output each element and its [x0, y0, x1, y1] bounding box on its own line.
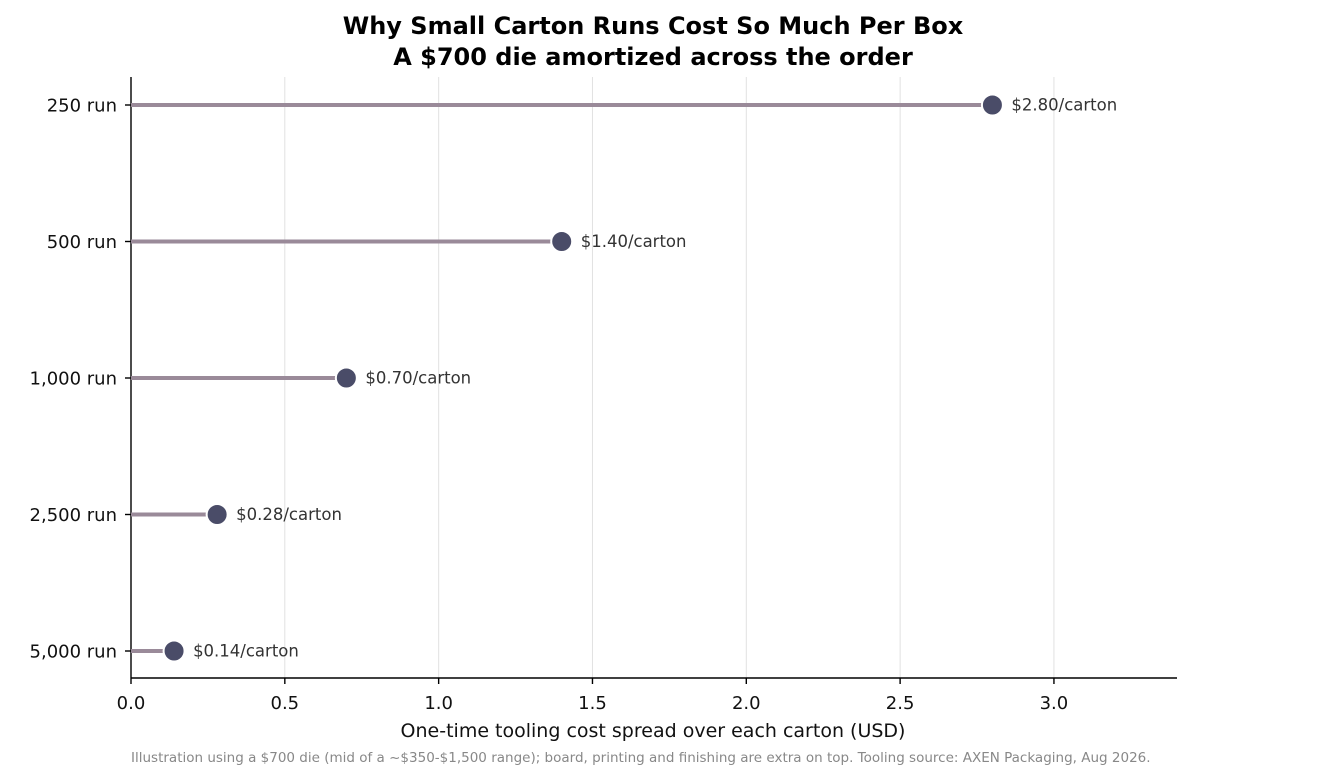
- grid-lines: [284, 77, 1055, 678]
- footnote: Illustration using a $700 die (mid of a …: [131, 750, 1151, 766]
- y-tick-label: 250 run: [47, 96, 117, 117]
- data-label: $0.28/carton: [236, 505, 342, 524]
- x-tick-label: 1.5: [578, 693, 607, 714]
- data-label: $1.40/carton: [581, 232, 687, 251]
- data-label: $0.14/carton: [193, 642, 299, 661]
- x-tick-label: 0.0: [117, 693, 146, 714]
- data-label: $0.70/carton: [365, 369, 471, 388]
- data-marks: $2.80/carton $1.40/carton $0.70/carton $0.2…: [131, 93, 1117, 663]
- chart-subtitle: A $700 die amortized across the order: [393, 43, 913, 71]
- x-tick-label: 0.5: [271, 693, 300, 714]
- lollipop-dot: [205, 503, 229, 526]
- data-label: $2.80/carton: [1011, 96, 1117, 115]
- x-axis-label: One-time tooling cost spread over each c…: [401, 720, 906, 742]
- x-tick-label: 2.5: [886, 693, 915, 714]
- x-tick-label: 3.0: [1040, 693, 1069, 714]
- lollipop-dot: [334, 366, 358, 390]
- y-tick-label: 5,000 run: [30, 642, 117, 663]
- y-tick-label: 2,500 run: [30, 505, 117, 526]
- lollipop-dot: [980, 93, 1004, 117]
- lollipop-dot: [162, 639, 186, 663]
- x-tick-label: 2.0: [732, 693, 761, 714]
- y-tick-label: 1,000 run: [30, 369, 117, 390]
- lollipop-dot: [550, 230, 574, 253]
- axes: 0.0 0.5 1.0 1.5 2.0 2.5 3.0 250 run 500 run 1,000…: [30, 77, 1177, 714]
- y-tick-label: 500 run: [47, 232, 117, 253]
- x-tick-label: 1.0: [424, 693, 453, 714]
- chart-title: Why Small Carton Runs Cost So Much Per B…: [343, 12, 964, 40]
